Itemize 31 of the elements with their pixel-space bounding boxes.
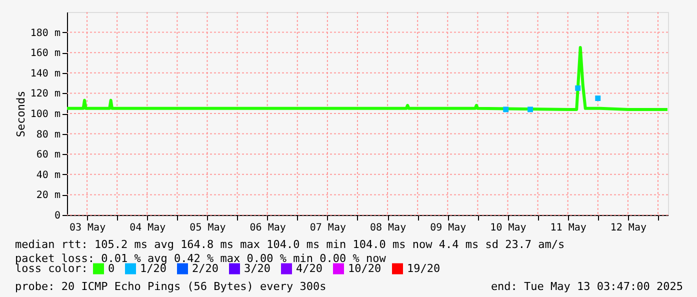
x-tick-label: 12 May bbox=[610, 222, 646, 234]
x-tick-label: 09 May bbox=[430, 222, 466, 234]
legend-title: loss color: bbox=[15, 262, 88, 275]
point bbox=[575, 85, 581, 91]
x-tick-label: 06 May bbox=[250, 222, 286, 234]
x-tick-label: 04 May bbox=[130, 222, 166, 234]
y-tick-label: 100 m bbox=[30, 109, 60, 120]
y-tick-label: 120 m bbox=[30, 88, 60, 100]
x-tick-label: 11 May bbox=[550, 222, 586, 234]
y-tick-label: 180 m bbox=[30, 28, 60, 39]
x-tick-label: 08 May bbox=[370, 222, 406, 234]
y-tick-label: 20 m bbox=[36, 190, 60, 202]
y-tick-label: 40 m bbox=[36, 170, 60, 181]
y-tick-label: 140 m bbox=[30, 68, 60, 80]
text: end: Tue May 13 03:47:00 2025 bbox=[490, 280, 683, 293]
point bbox=[503, 106, 509, 112]
y-tick-label: 60 m bbox=[36, 150, 60, 161]
text: probe: 20 ICMP Echo Pings (56 Bytes) every 300s bbox=[15, 280, 326, 293]
legend-label: 19/20 bbox=[407, 262, 440, 275]
x-tick-label: 05 May bbox=[190, 222, 226, 234]
point bbox=[528, 106, 534, 112]
y-axis-title: Seconds bbox=[14, 90, 28, 138]
x-tick-label: 07 May bbox=[310, 222, 346, 234]
line-series bbox=[66, 46, 669, 111]
text: median rtt: 105.2 ms avg 164.8 ms max 104.0 ms min 104.0 ms now 4.4 ms sd 23.7 am/s bbox=[15, 238, 565, 251]
y-tick-label: 160 m bbox=[30, 48, 60, 60]
x-tick-label: 10 May bbox=[490, 222, 526, 234]
y-tick-label: 80 m bbox=[36, 129, 60, 140]
x-tick-label: 03 May bbox=[69, 222, 106, 234]
point bbox=[595, 96, 601, 102]
y-tick-label: 0 bbox=[54, 210, 60, 222]
